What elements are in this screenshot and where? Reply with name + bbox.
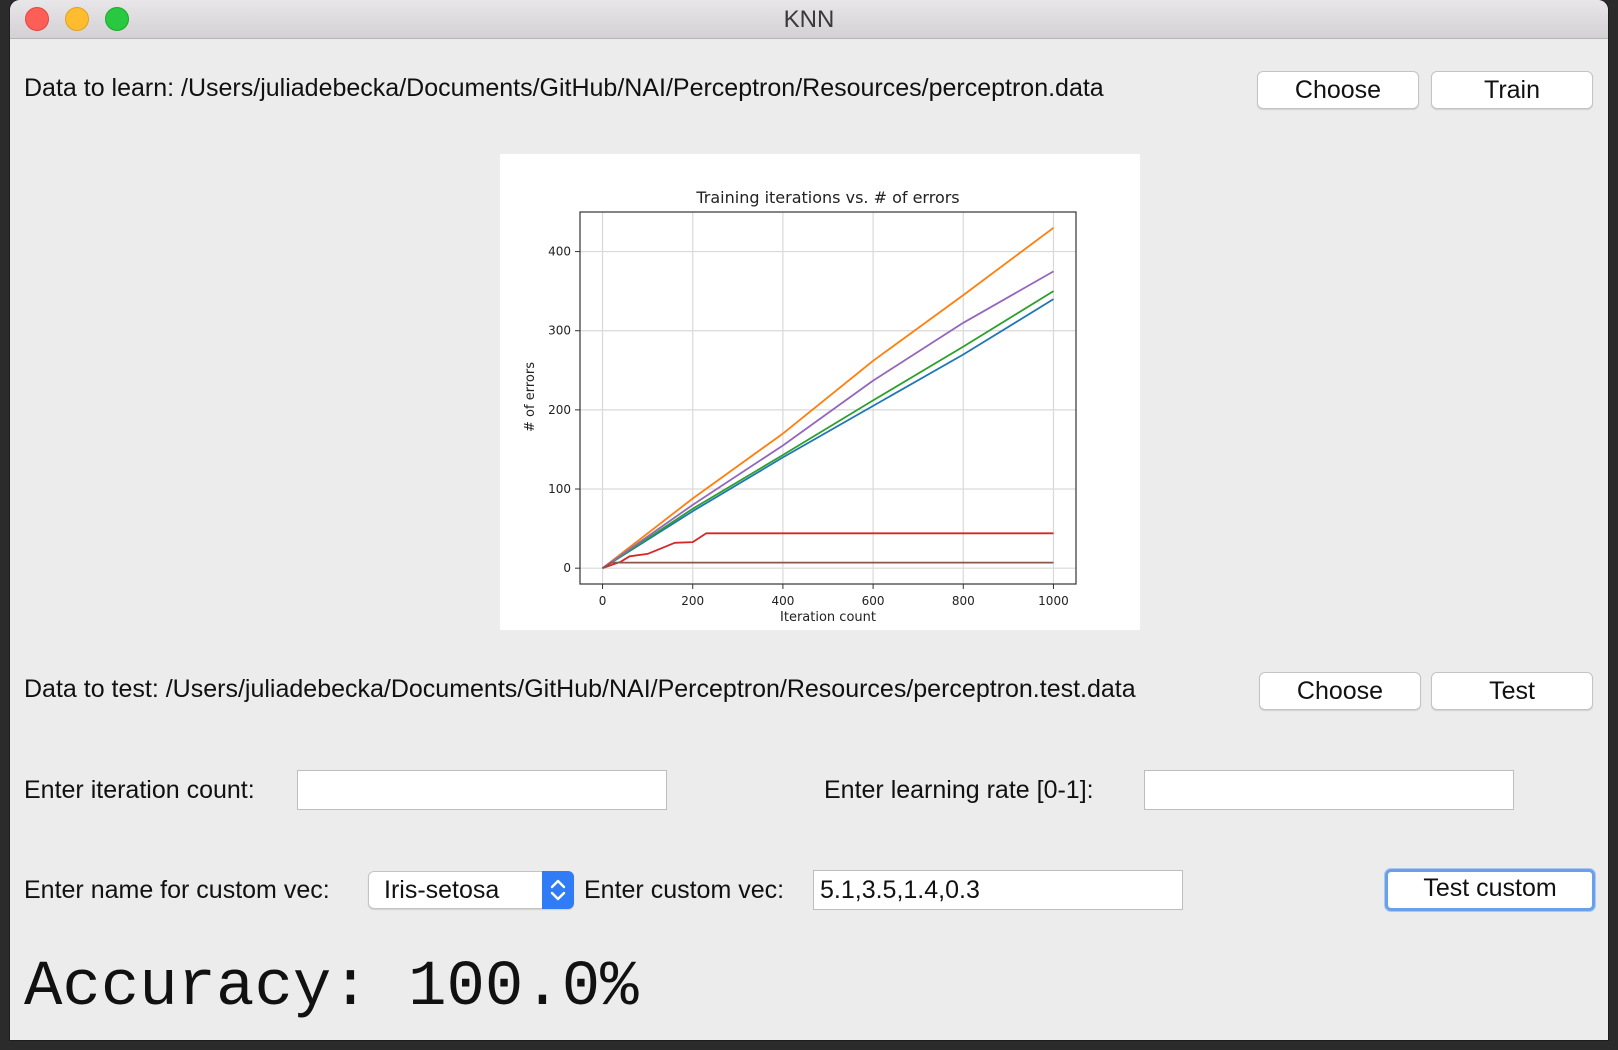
test-data-label: Data to test: /Users/juliadebecka/Docume… (24, 675, 1136, 703)
chart-series-line-6 (602, 561, 1054, 569)
chart-x-tick-label: 800 (952, 594, 975, 608)
chart-title: Training iterations vs. # of errors (695, 188, 959, 207)
title-bar: KNN (10, 0, 1608, 39)
custom-vec-input[interactable]: 5.1,3.5,1.4,0.3 (813, 870, 1183, 910)
test-button[interactable]: Test (1431, 672, 1593, 710)
custom-name-selected-value: Iris-setosa (384, 876, 500, 904)
test-custom-button[interactable]: Test custom (1385, 869, 1595, 911)
chart-series-line-2 (601, 227, 1055, 569)
learn-data-label: Data to learn: /Users/juliadebecka/Docum… (24, 74, 1104, 102)
chart-x-tick-label: 400 (771, 594, 794, 608)
chart-grid (580, 212, 1076, 584)
zoom-window-button[interactable] (105, 7, 129, 31)
chart-y-tick-label: 100 (548, 482, 571, 496)
learning-rate-label: Enter learning rate [0-1]: (824, 776, 1094, 804)
close-window-button[interactable] (25, 7, 49, 31)
chart-x-tick-label: 200 (681, 594, 704, 608)
chart-x-axis-label: Iteration count (780, 610, 876, 625)
chart-series-line-1 (602, 298, 1054, 569)
iteration-count-label: Enter iteration count: (24, 776, 255, 804)
training-chart-svg: Training iterations vs. # of errors Iter… (523, 188, 1077, 625)
chart-y-axis-label: # of errors (523, 362, 538, 432)
chart-x-tick-label: 0 (599, 594, 607, 608)
chart-series-line-5 (601, 270, 1054, 569)
iteration-count-input[interactable] (297, 770, 667, 810)
select-arrows-icon[interactable] (542, 871, 574, 909)
chart-x-tick-label: 600 (862, 594, 885, 608)
custom-name-label: Enter name for custom vec: (24, 876, 330, 904)
choose-learn-file-button[interactable]: Choose (1257, 71, 1419, 109)
choose-test-file-button[interactable]: Choose (1259, 672, 1421, 710)
chart-y-tick-label: 0 (563, 561, 571, 575)
chart-series-line-4 (602, 532, 1054, 570)
chart-y-tick-label: 400 (548, 245, 571, 259)
chart-ticks: 0 200 400 600 800 1000 0 100 200 300 400 (548, 245, 1069, 608)
chart-y-tick-label: 300 (548, 324, 571, 338)
learning-rate-input[interactable] (1144, 770, 1514, 810)
custom-vec-label: Enter custom vec: (584, 876, 785, 904)
app-window: KNN Data to learn: /Users/juliadebecka/D… (10, 0, 1608, 1040)
custom-name-select[interactable]: Iris-setosa (368, 871, 574, 909)
chart-series-line-3 (602, 290, 1054, 569)
chart-plot-frame (579, 211, 1077, 585)
train-button[interactable]: Train (1431, 71, 1593, 109)
chart-y-tick-label: 200 (548, 403, 571, 417)
chart-x-tick-label: 1000 (1038, 594, 1069, 608)
window-title: KNN (783, 6, 835, 33)
training-chart: Training iterations vs. # of errors Iter… (500, 154, 1140, 630)
minimize-window-button[interactable] (65, 7, 89, 31)
chart-series-group (601, 227, 1055, 570)
accuracy-readout: Accuracy: 100.0% (24, 952, 639, 1024)
